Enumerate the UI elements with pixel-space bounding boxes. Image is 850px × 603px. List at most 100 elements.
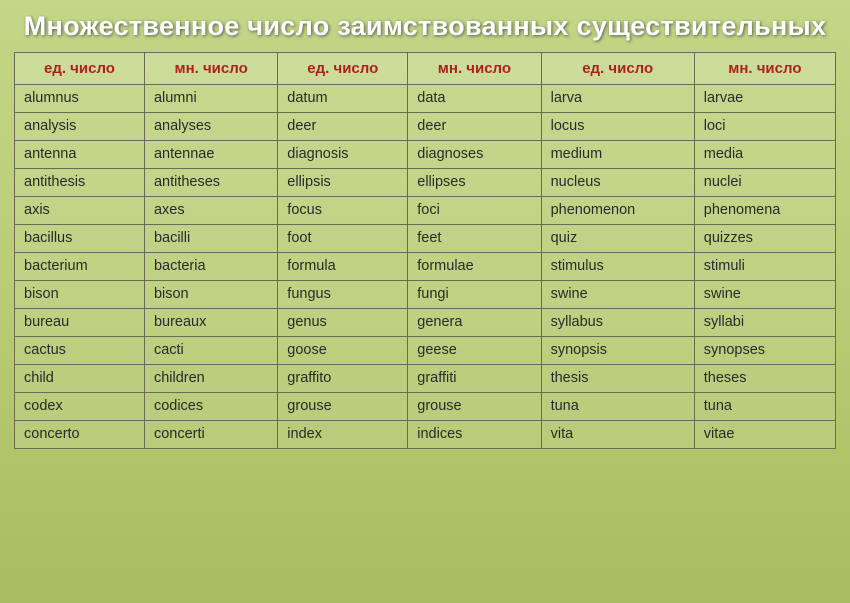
table-cell: ellipses — [408, 168, 541, 196]
table-cell: loci — [694, 112, 835, 140]
table-cell: analysis — [15, 112, 145, 140]
table-row: antennaantennaediagnosisdiagnosesmediumm… — [15, 140, 836, 168]
table-cell: index — [278, 420, 408, 448]
table-cell: concerto — [15, 420, 145, 448]
table-cell: analyses — [144, 112, 277, 140]
table-cell: formula — [278, 252, 408, 280]
plural-nouns-table: ед. число мн. число ед. число мн. число … — [14, 52, 836, 449]
table-cell: children — [144, 364, 277, 392]
table-cell: bison — [144, 280, 277, 308]
table-cell: foot — [278, 224, 408, 252]
table-cell: grouse — [408, 392, 541, 420]
table-cell: vita — [541, 420, 694, 448]
table-row: concertoconcertiindexindicesvitavitae — [15, 420, 836, 448]
table-cell: quizzes — [694, 224, 835, 252]
table-cell: bison — [15, 280, 145, 308]
table-cell: thesis — [541, 364, 694, 392]
table-cell: stimulus — [541, 252, 694, 280]
table-cell: antithesis — [15, 168, 145, 196]
table-cell: media — [694, 140, 835, 168]
table-cell: bacterium — [15, 252, 145, 280]
table-cell: deer — [278, 112, 408, 140]
table-cell: concerti — [144, 420, 277, 448]
table-cell: phenomena — [694, 196, 835, 224]
table-cell: goose — [278, 336, 408, 364]
table-cell: bacillus — [15, 224, 145, 252]
col-header-singular: ед. число — [15, 52, 145, 84]
table-cell: larva — [541, 84, 694, 112]
col-header-plural: мн. число — [694, 52, 835, 84]
table-cell: feet — [408, 224, 541, 252]
table-cell: geese — [408, 336, 541, 364]
table-row: bureaubureauxgenusgenerasyllabussyllabi — [15, 308, 836, 336]
table-cell: genus — [278, 308, 408, 336]
table-row: bacillusbacillifootfeetquizquizzes — [15, 224, 836, 252]
table-cell: diagnosis — [278, 140, 408, 168]
table-cell: stimuli — [694, 252, 835, 280]
table-cell: tuna — [541, 392, 694, 420]
table-row: childchildrengraffitograffitithesisthese… — [15, 364, 836, 392]
table-cell: antenna — [15, 140, 145, 168]
table-cell: locus — [541, 112, 694, 140]
table-cell: fungus — [278, 280, 408, 308]
table-cell: codex — [15, 392, 145, 420]
table-cell: quiz — [541, 224, 694, 252]
table-cell: theses — [694, 364, 835, 392]
table-cell: graffito — [278, 364, 408, 392]
table-cell: syllabus — [541, 308, 694, 336]
table-body: alumnusalumnidatumdatalarvalarvaeanalysi… — [15, 84, 836, 448]
table-cell: genera — [408, 308, 541, 336]
table-cell: cacti — [144, 336, 277, 364]
table-cell: nucleus — [541, 168, 694, 196]
table-cell: cactus — [15, 336, 145, 364]
table-cell: bureau — [15, 308, 145, 336]
table-cell: medium — [541, 140, 694, 168]
table-cell: larvae — [694, 84, 835, 112]
col-header-singular: ед. число — [278, 52, 408, 84]
table-row: analysisanalysesdeerdeerlocusloci — [15, 112, 836, 140]
table-row: bisonbisonfungusfungiswineswine — [15, 280, 836, 308]
table-cell: antitheses — [144, 168, 277, 196]
table-cell: vitae — [694, 420, 835, 448]
table-cell: syllabi — [694, 308, 835, 336]
table-cell: data — [408, 84, 541, 112]
col-header-plural: мн. число — [408, 52, 541, 84]
table-cell: grouse — [278, 392, 408, 420]
table-cell: graffiti — [408, 364, 541, 392]
table-row: codexcodicesgrousegrousetunatuna — [15, 392, 836, 420]
table-cell: synopsis — [541, 336, 694, 364]
table-cell: deer — [408, 112, 541, 140]
table-cell: synopses — [694, 336, 835, 364]
table-cell: bureaux — [144, 308, 277, 336]
table-cell: focus — [278, 196, 408, 224]
table-cell: swine — [694, 280, 835, 308]
table-cell: bacilli — [144, 224, 277, 252]
page-title: Множественное число заимствованных сущес… — [14, 10, 836, 44]
table-cell: fungi — [408, 280, 541, 308]
table-cell: axes — [144, 196, 277, 224]
table-cell: indices — [408, 420, 541, 448]
table-cell: datum — [278, 84, 408, 112]
table-cell: nuclei — [694, 168, 835, 196]
col-header-singular: ед. число — [541, 52, 694, 84]
table-cell: diagnoses — [408, 140, 541, 168]
table-cell: alumni — [144, 84, 277, 112]
table-cell: phenomenon — [541, 196, 694, 224]
table-cell: bacteria — [144, 252, 277, 280]
table-cell: ellipsis — [278, 168, 408, 196]
col-header-plural: мн. число — [144, 52, 277, 84]
table-cell: formulae — [408, 252, 541, 280]
table-cell: foci — [408, 196, 541, 224]
table-cell: antennae — [144, 140, 277, 168]
table-cell: axis — [15, 196, 145, 224]
table-cell: swine — [541, 280, 694, 308]
table-header-row: ед. число мн. число ед. число мн. число … — [15, 52, 836, 84]
table-row: cactuscactigoosegeesesynopsissynopses — [15, 336, 836, 364]
table-cell: tuna — [694, 392, 835, 420]
table-row: alumnusalumnidatumdatalarvalarvae — [15, 84, 836, 112]
table-cell: codices — [144, 392, 277, 420]
table-cell: alumnus — [15, 84, 145, 112]
table-row: antithesisantithesesellipsisellipsesnucl… — [15, 168, 836, 196]
table-row: axisaxesfocusfociphenomenonphenomena — [15, 196, 836, 224]
table-cell: child — [15, 364, 145, 392]
